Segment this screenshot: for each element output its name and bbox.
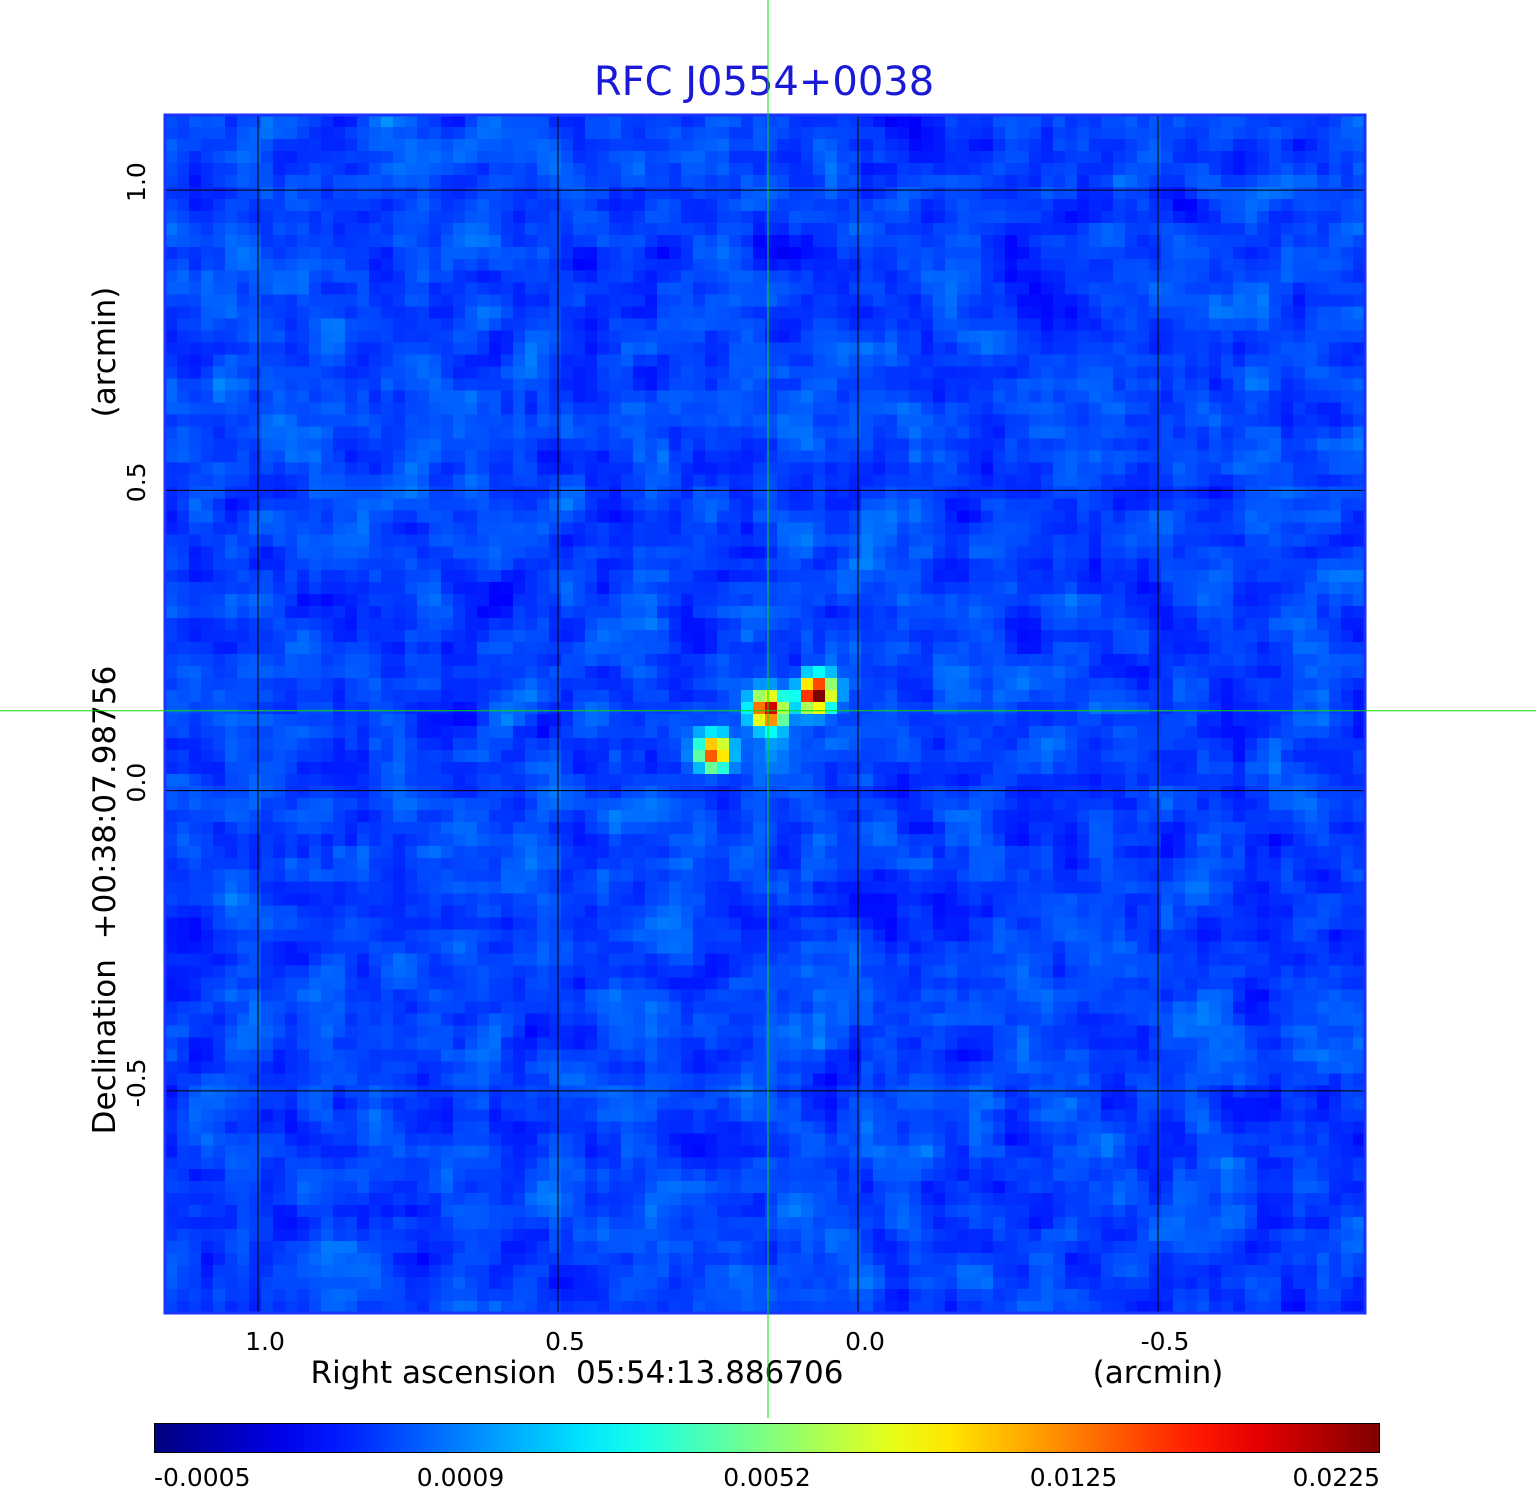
x-tick-label: 1.0	[245, 1327, 285, 1356]
colorbar-tick-label: 0.0225	[1293, 1463, 1380, 1492]
y-tick-label: 0.0	[122, 763, 151, 803]
x-axis-label: Right ascension 05:54:13.886706	[311, 1355, 844, 1391]
y-tick-labels: 1.0 0.5 0.0 -0.5	[122, 162, 151, 1107]
colorbar-tick-label: 0.0052	[723, 1463, 810, 1492]
colorbar-tick-label: 0.0009	[417, 1463, 504, 1492]
chart-title: RFC J0554+0038	[594, 59, 934, 105]
colorbar-tick-label: -0.0005	[154, 1463, 251, 1492]
x-tick-label: 0.5	[545, 1327, 585, 1356]
y-axis-unit: (arcmin)	[87, 287, 123, 418]
y-tick-label: -0.5	[122, 1058, 151, 1107]
crosshair	[0, 0, 1536, 1418]
colorbar	[154, 1423, 1380, 1453]
y-axis-label: Declination +00:38:07.98756	[87, 666, 123, 1135]
colorbar-tick-label: 0.0125	[1030, 1463, 1117, 1492]
y-tick-label: 0.5	[122, 462, 151, 502]
colorbar-tick-labels: -0.0005 0.0009 0.0052 0.0125 0.0225	[154, 1463, 1380, 1492]
y-tick-label: 1.0	[122, 162, 151, 202]
plot-frame	[163, 113, 1367, 1315]
grid-lines	[165, 115, 1365, 1313]
x-tick-labels: 1.0 0.5 0.0 -0.5	[245, 1327, 1189, 1356]
x-axis-unit: (arcmin)	[1093, 1355, 1224, 1391]
intensity-map	[165, 115, 1365, 1313]
x-tick-label: 0.0	[845, 1327, 885, 1356]
x-tick-label: -0.5	[1141, 1327, 1190, 1356]
